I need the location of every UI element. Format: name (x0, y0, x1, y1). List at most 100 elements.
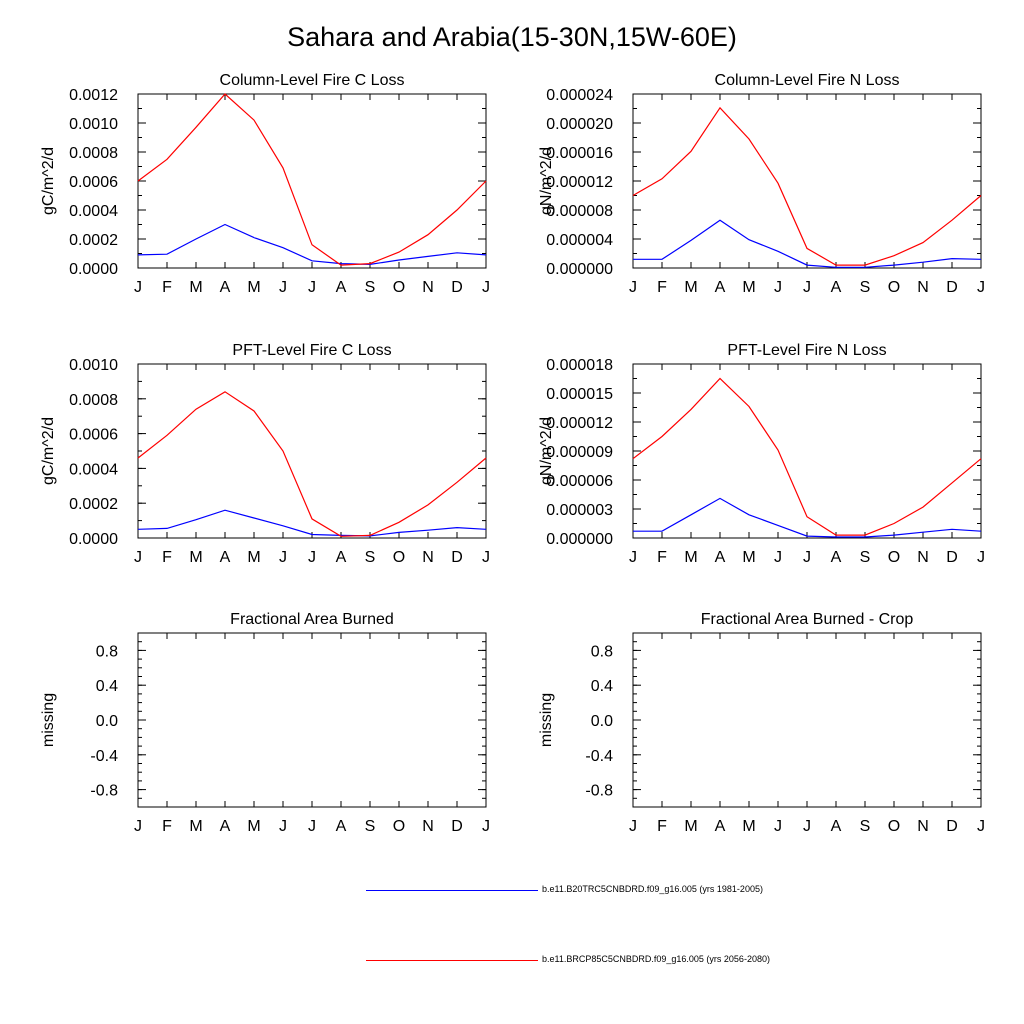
series-line-future (632, 377, 982, 536)
y-tick-label: 0.000024 (546, 87, 613, 104)
y-tick-label: 0.000000 (546, 531, 613, 548)
series-line-future (137, 93, 487, 266)
y-tick-label: -0.8 (90, 783, 118, 800)
y-tick-label: 0.0006 (69, 174, 118, 191)
y-tick-label: 0.0004 (69, 203, 118, 220)
plot-frame (137, 632, 487, 808)
x-tick-label: M (742, 818, 755, 835)
x-tick-label: N (917, 279, 929, 296)
figure-title: Sahara and Arabia(15-30N,15W-60E) (287, 22, 737, 52)
panel-title: Column-Level Fire N Loss (715, 72, 900, 89)
y-tick-label: 0.000015 (546, 386, 613, 403)
y-tick-label: 0.000003 (546, 502, 613, 519)
plot-frame (632, 632, 982, 808)
x-tick-label: J (977, 549, 985, 566)
legend-label-base: b.e11.B20TRC5CNBDRD.f09_g16.005 (yrs 198… (542, 884, 763, 894)
x-tick-label: S (860, 818, 871, 835)
x-tick-label: J (629, 279, 637, 296)
y-tick-label: 0.0010 (69, 116, 118, 133)
legend-line-base (366, 890, 538, 891)
y-tick-label: 0.0004 (69, 461, 118, 478)
y-tick-label: 0.000020 (546, 116, 613, 133)
x-tick-label: F (162, 549, 172, 566)
y-tick-label: 0.0002 (69, 232, 118, 249)
y-tick-label: 0.000012 (546, 174, 613, 191)
x-tick-label: M (684, 818, 697, 835)
x-tick-label: J (774, 818, 782, 835)
y-tick-label: 0.0006 (69, 427, 118, 444)
x-tick-label: A (831, 279, 842, 296)
series-line-future (137, 391, 487, 537)
x-tick-label: M (189, 279, 202, 296)
series-line-future (632, 106, 982, 266)
y-tick-label: 0.0008 (69, 392, 118, 409)
y-tick-label: 0.0000 (69, 261, 118, 278)
x-tick-label: F (657, 818, 667, 835)
legend-line-future (366, 960, 538, 961)
x-tick-label: M (684, 549, 697, 566)
y-tick-label: 0.8 (96, 643, 118, 660)
x-tick-label: A (336, 549, 347, 566)
x-tick-label: J (134, 279, 142, 296)
x-tick-label: D (946, 818, 958, 835)
panel-title: Column-Level Fire C Loss (220, 72, 405, 89)
x-tick-label: A (220, 549, 231, 566)
plot-frame (632, 93, 982, 269)
x-tick-label: A (715, 549, 726, 566)
y-tick-label: 0.0 (591, 713, 613, 730)
x-tick-label: S (365, 279, 376, 296)
x-tick-label: J (803, 279, 811, 296)
x-tick-label: N (422, 818, 434, 835)
series-line-base (137, 223, 487, 266)
y-tick-label: 0.0012 (69, 87, 118, 104)
y-tick-label: 0.0008 (69, 145, 118, 162)
x-tick-label: A (831, 818, 842, 835)
y-axis-label: gN/m^2/d (538, 147, 555, 215)
x-tick-label: F (162, 279, 172, 296)
x-tick-label: J (629, 818, 637, 835)
series-line-base (633, 219, 982, 268)
panel-title: PFT-Level Fire C Loss (232, 342, 391, 359)
x-tick-label: S (365, 818, 376, 835)
x-tick-label: O (393, 279, 405, 296)
x-tick-label: J (803, 818, 811, 835)
x-tick-label: A (220, 279, 231, 296)
series-line-base (633, 497, 982, 538)
plot-frame (137, 363, 487, 539)
x-tick-label: A (831, 549, 842, 566)
x-tick-label: M (247, 279, 260, 296)
x-tick-label: J (774, 279, 782, 296)
x-tick-label: A (336, 818, 347, 835)
x-tick-label: M (247, 818, 260, 835)
y-tick-label: 0.000018 (546, 357, 613, 374)
y-tick-label: 0.000008 (546, 203, 613, 220)
x-tick-label: M (684, 279, 697, 296)
y-tick-label: 0.4 (591, 678, 613, 695)
y-tick-label: 0.000009 (546, 444, 613, 461)
x-tick-label: O (393, 549, 405, 566)
panel-title: Fractional Area Burned - Crop (701, 611, 914, 628)
x-tick-label: J (803, 549, 811, 566)
x-tick-label: D (451, 549, 463, 566)
x-tick-label: J (774, 549, 782, 566)
x-tick-label: O (888, 279, 900, 296)
y-tick-label: 0.0002 (69, 496, 118, 513)
x-tick-label: N (422, 549, 434, 566)
x-tick-label: O (393, 818, 405, 835)
x-tick-label: J (482, 279, 490, 296)
y-axis-label: gC/m^2/d (40, 147, 57, 215)
x-tick-label: J (308, 818, 316, 835)
x-tick-label: J (629, 549, 637, 566)
x-tick-label: J (482, 549, 490, 566)
x-tick-label: J (482, 818, 490, 835)
y-axis-label: gN/m^2/d (538, 417, 555, 485)
x-tick-label: J (279, 279, 287, 296)
y-tick-label: 0.000004 (546, 232, 613, 249)
x-tick-label: M (742, 279, 755, 296)
y-tick-label: -0.4 (90, 748, 118, 765)
